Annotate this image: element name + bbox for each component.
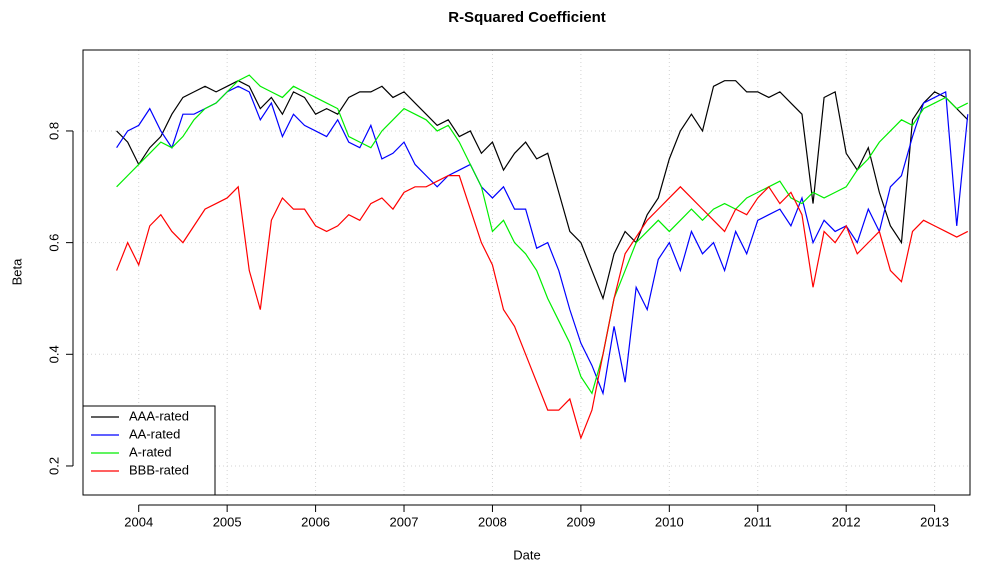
legend-box bbox=[82, 405, 216, 496]
y-tick-label: 0.2 bbox=[46, 457, 61, 475]
y-tick-label: 0.4 bbox=[46, 345, 61, 363]
plot-frame bbox=[82, 49, 971, 496]
legend-label: BBB-rated bbox=[129, 462, 189, 477]
legend-label: AA-rated bbox=[129, 426, 180, 441]
x-tick-label: 2011 bbox=[744, 514, 772, 529]
data-line bbox=[116, 85, 969, 396]
x-tick-label: 2008 bbox=[478, 514, 507, 529]
data-line bbox=[116, 175, 969, 440]
y-tick-label: 0.8 bbox=[46, 122, 61, 140]
y-tick-label: 0.6 bbox=[46, 234, 61, 252]
x-tick-label: 2010 bbox=[655, 514, 684, 529]
x-tick-label: 2004 bbox=[124, 514, 153, 529]
y-axis-label: Beta bbox=[9, 258, 24, 286]
x-tick-label: 2009 bbox=[566, 514, 595, 529]
x-tick-label: 2007 bbox=[390, 514, 419, 529]
x-tick-label: 2006 bbox=[301, 514, 330, 529]
x-tick-label: 2012 bbox=[832, 514, 861, 529]
legend-label: A-rated bbox=[129, 444, 172, 459]
legend-label: AAA-rated bbox=[129, 408, 189, 423]
data-line bbox=[116, 80, 969, 301]
chart-title: R-Squared Coefficient bbox=[448, 9, 606, 26]
x-tick-label: 2005 bbox=[213, 514, 242, 529]
x-tick-label: 2013 bbox=[920, 514, 949, 529]
data-line bbox=[116, 74, 969, 395]
x-axis-label: Date bbox=[513, 547, 540, 562]
